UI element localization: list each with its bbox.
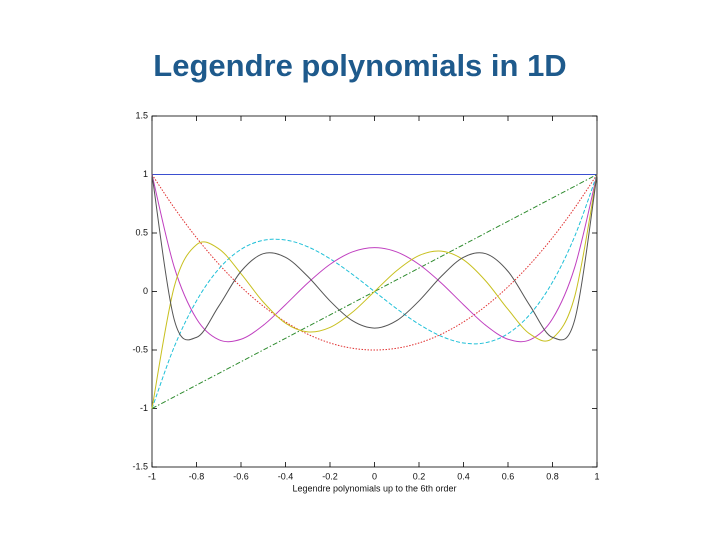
x-axis-label: Legendre polynomials up to the 6th order	[292, 483, 456, 493]
series-line	[151, 174, 598, 341]
chart-title: Legendre polynomials in 1D	[153, 48, 566, 83]
series-line	[151, 174, 598, 409]
series-line	[151, 174, 598, 351]
x-tick-label: 0.8	[546, 471, 559, 481]
x-tick-label: 0.4	[457, 471, 470, 481]
x-tick-label: 1	[594, 471, 599, 481]
x-tick-label: -0.2	[322, 471, 338, 481]
series-line	[151, 174, 598, 343]
y-tick-label: -1	[140, 403, 148, 413]
y-tick-label: 0.5	[135, 227, 148, 237]
x-tick-label: -0.4	[278, 471, 294, 481]
series-line	[151, 174, 598, 409]
x-tick-label: -0.6	[233, 471, 249, 481]
y-tick-label: 1.5	[135, 110, 148, 120]
y-tick-label: 1	[143, 169, 148, 179]
x-tick-label: -1	[148, 471, 156, 481]
y-tick-label: -1.5	[132, 461, 148, 471]
x-tick-label: -0.8	[189, 471, 205, 481]
x-tick-label: 0.6	[502, 471, 515, 481]
y-tick-label: -0.5	[132, 344, 148, 354]
series-line	[151, 174, 598, 409]
y-tick-label: 0	[143, 286, 148, 296]
x-tick-label: 0.2	[413, 471, 426, 481]
x-tick-label: 0	[372, 471, 377, 481]
